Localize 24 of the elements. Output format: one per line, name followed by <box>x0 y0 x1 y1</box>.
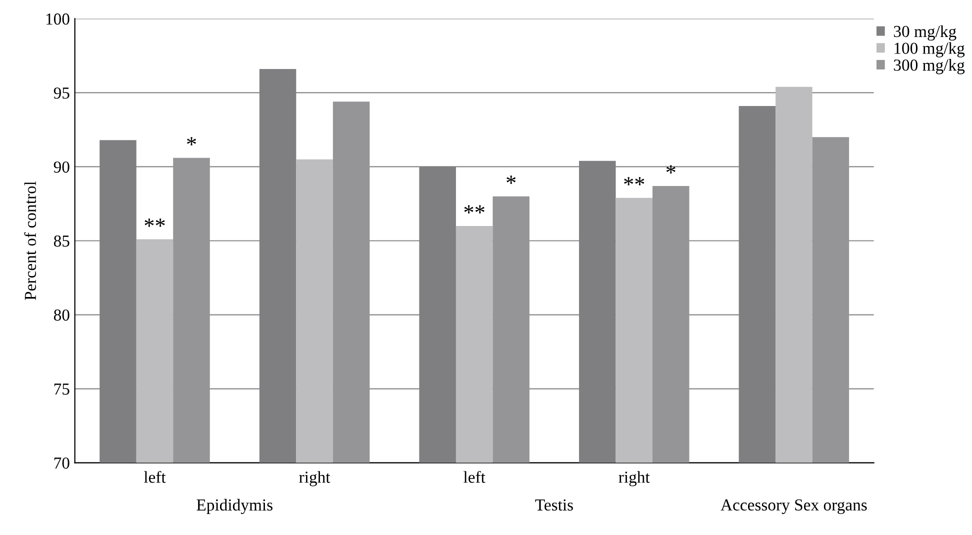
y-axis-title: Percent of control <box>24 181 36 300</box>
x-tick-label: left <box>464 470 486 483</box>
legend-label: 300 mg/kg <box>894 59 965 74</box>
data-label: * <box>506 176 516 184</box>
data-label: ** <box>624 177 644 186</box>
legend-label: 100 mg/kg <box>894 42 965 58</box>
y-tick-label: 95 <box>54 87 70 99</box>
y-tick-label: 85 <box>54 235 70 247</box>
x-tick-label: right <box>618 471 650 486</box>
text: Testis <box>535 499 573 511</box>
y-tick-label: 100 <box>46 13 70 25</box>
y-tick-label: 75 <box>54 384 70 395</box>
text: Epididymis <box>196 498 272 514</box>
x-tick-label: right <box>299 471 330 486</box>
x-tick-label: left <box>144 470 166 483</box>
y-tick-label: 80 <box>54 309 70 321</box>
data-label: ** <box>464 205 484 214</box>
y-tick-label: 90 <box>54 161 70 173</box>
data-label: * <box>187 137 196 146</box>
data-label: * <box>666 165 676 174</box>
y-tick-label: 70 <box>54 457 70 469</box>
data-label: ** <box>144 218 165 227</box>
legend-label: 30 mg/kg <box>894 25 956 41</box>
text: Accessory Sex organs <box>720 499 867 514</box>
